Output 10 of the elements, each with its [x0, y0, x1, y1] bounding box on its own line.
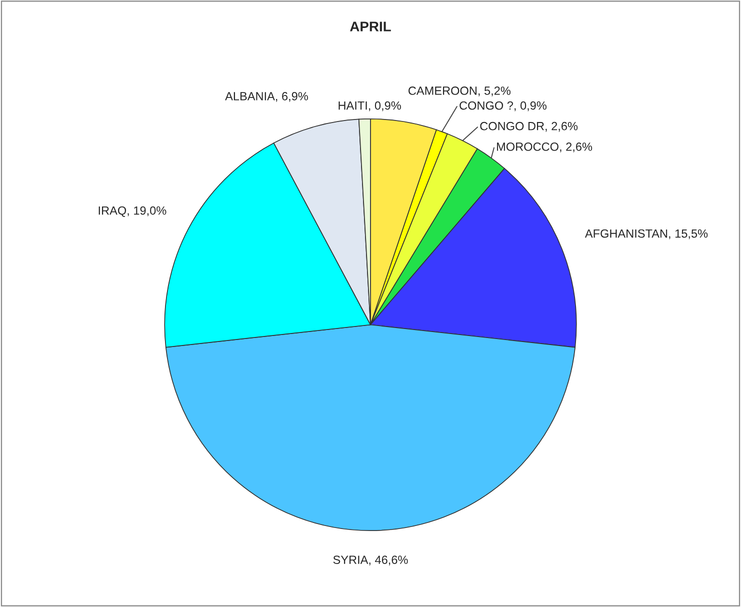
slice-label: IRAQ, 19,0%: [98, 206, 166, 217]
slice-label: CONGO ?, 0,9%: [460, 101, 547, 112]
slice-label: SYRIA, 46,6%: [333, 556, 408, 566]
slice-label: CAMEROON, 5,2%: [408, 86, 510, 96]
slice-label: ALBANIA, 6,9%: [225, 92, 308, 102]
slice-label: MOROCCO, 2,6%: [497, 142, 592, 152]
chart-title: APRIL: [350, 22, 391, 32]
slice-label: HAITI, 0,9%: [338, 101, 401, 112]
slice-label: AFGHANISTAN, 15,5%: [584, 229, 708, 240]
slice-label: CONGO DR, 2,6%: [480, 122, 578, 132]
